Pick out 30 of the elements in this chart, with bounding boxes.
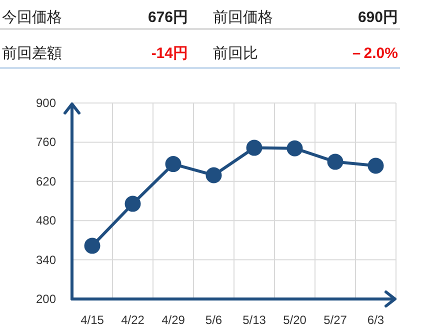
y-tick-label: 340 bbox=[36, 252, 56, 267]
text: －2.0% bbox=[348, 45, 398, 62]
point bbox=[368, 158, 384, 174]
x-tick-label: 5/13 bbox=[242, 313, 266, 327]
y-tick-label: 900 bbox=[36, 96, 56, 110]
x-tick-label: 4/29 bbox=[162, 313, 186, 327]
x-tick-label: 6/3 bbox=[367, 313, 384, 327]
text: 前回比 bbox=[213, 45, 258, 62]
point bbox=[286, 140, 303, 156]
point bbox=[327, 154, 344, 170]
x-tick-label: 4/15 bbox=[80, 313, 104, 327]
point bbox=[206, 167, 222, 184]
point bbox=[84, 238, 100, 254]
point bbox=[246, 140, 262, 156]
x-tick-label: 5/6 bbox=[205, 313, 222, 327]
text: 前回差額 bbox=[2, 45, 62, 62]
y-tick-label: 760 bbox=[36, 135, 56, 150]
x-tick-label: 5/27 bbox=[324, 313, 348, 327]
text: 前回価格 bbox=[213, 9, 273, 26]
text: 今回価格 bbox=[2, 9, 62, 26]
point bbox=[165, 156, 182, 172]
text: 676円 bbox=[148, 9, 188, 26]
y-tick-label: 200 bbox=[36, 292, 56, 306]
point bbox=[124, 196, 141, 212]
x-tick-label: 4/22 bbox=[121, 313, 145, 327]
text: -14円 bbox=[151, 45, 188, 62]
text: 690円 bbox=[358, 9, 398, 26]
y-tick-label: 620 bbox=[36, 174, 56, 188]
y-tick-label: 480 bbox=[36, 214, 56, 228]
x-tick-label: 5/20 bbox=[283, 313, 307, 327]
